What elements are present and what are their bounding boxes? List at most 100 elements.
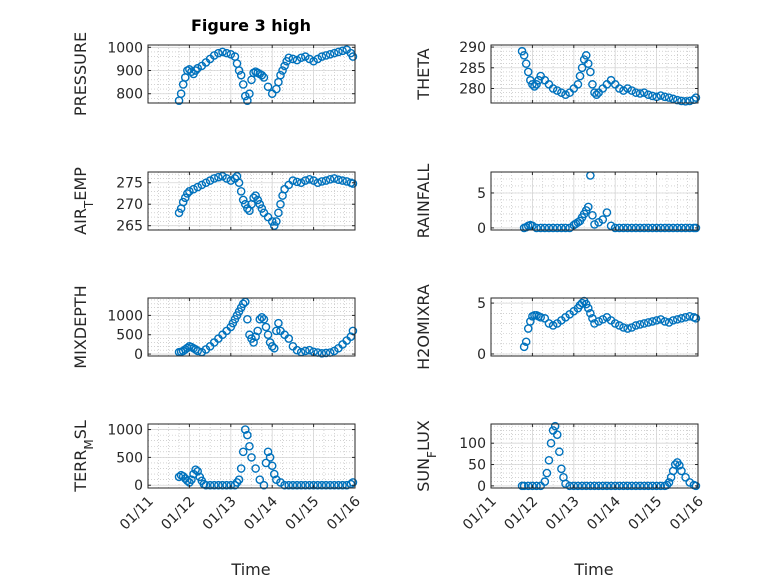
data-point: [581, 481, 591, 491]
data-point: [251, 191, 260, 200]
data-point: [615, 481, 624, 491]
data-point: [197, 180, 207, 190]
data-point: [183, 476, 192, 486]
y-axis-label: SUNFLUX: [414, 420, 439, 492]
data-point: [269, 343, 279, 353]
data-point: [615, 223, 624, 233]
data-point: [575, 71, 585, 81]
data-point: [623, 84, 632, 93]
subplot-6: 0 5 H2OMIXRA: [414, 284, 701, 370]
data-point: [253, 326, 263, 336]
data-point: [639, 481, 649, 491]
data-point: [193, 467, 202, 476]
data-point: [681, 223, 690, 233]
data-point: [284, 480, 294, 490]
data-point: [660, 92, 670, 102]
data-point: [635, 481, 645, 491]
data-point: [557, 464, 566, 474]
data-point: [267, 461, 277, 471]
data-point: [639, 319, 649, 328]
data-point: [329, 48, 339, 58]
data-point: [557, 223, 566, 233]
data-point: [594, 317, 603, 326]
data-point: [660, 317, 670, 326]
data-point: [536, 313, 545, 322]
data-point: [668, 223, 678, 233]
data-point: [664, 318, 674, 327]
series-markers: [517, 46, 701, 106]
data-point: [205, 480, 215, 490]
x-axis-label-left: Time: [230, 560, 270, 579]
data-point: [677, 314, 686, 323]
data-point: [187, 475, 196, 484]
data-point: [631, 223, 641, 233]
data-point: [550, 421, 560, 431]
axes-box: [490, 297, 699, 357]
data-point: [325, 480, 335, 490]
data-point: [245, 89, 254, 99]
data-point: [274, 208, 283, 218]
data-point: [321, 348, 331, 358]
data-point: [249, 193, 258, 203]
data-point: [521, 59, 531, 68]
data-point: [526, 317, 535, 326]
data-point: [255, 314, 265, 324]
data-point: [234, 178, 244, 188]
data-point: [526, 75, 535, 85]
data-point: [236, 187, 246, 196]
data-point: [598, 315, 608, 324]
data-point: [627, 323, 637, 332]
data-point: [668, 94, 678, 104]
data-point: [292, 480, 302, 490]
data-point: [648, 317, 657, 326]
x-tick-label: 01/12: [158, 494, 198, 534]
data-point: [677, 96, 686, 106]
data-point: [557, 88, 566, 97]
data-point: [542, 468, 552, 478]
subplot-5: 0 500 1000 MIXDEPTH: [71, 285, 358, 369]
data-point: [594, 481, 603, 491]
data-point: [673, 315, 682, 324]
y-tick-label: 100: [459, 436, 486, 452]
data-point: [296, 178, 306, 188]
data-point: [263, 330, 273, 340]
data-point: [652, 223, 661, 233]
data-point: [586, 308, 595, 318]
data-point: [222, 480, 231, 490]
data-point: [240, 425, 250, 434]
subplot-8: 0 50 100 01/11 01/12 01/13 01/14 01/15 01/16 SUNF…: [414, 420, 707, 533]
data-point: [338, 480, 347, 490]
data-point: [267, 342, 277, 351]
x-tick-label: 01/11: [460, 494, 500, 534]
y-tick-label: 285: [459, 61, 486, 77]
data-point: [238, 195, 248, 205]
data-point: [586, 481, 595, 491]
data-point: [321, 480, 331, 490]
data-point: [644, 90, 653, 100]
data-point: [540, 314, 550, 323]
data-point: [249, 338, 258, 347]
data-point: [656, 481, 666, 491]
data-point: [178, 197, 188, 207]
subplot-7: 0 500 1000 01/11 01/12 01/13 01/14 01/15 01/16 TE…: [71, 420, 364, 533]
x-tick-label: 01/14: [241, 493, 281, 533]
data-point: [588, 211, 597, 220]
data-point: [648, 481, 657, 491]
data-point: [205, 176, 215, 185]
y-tick-label: 500: [116, 450, 143, 466]
data-point: [590, 481, 599, 491]
series-markers: [517, 421, 701, 491]
data-point: [288, 480, 298, 490]
data-point: [317, 480, 327, 490]
y-tick-label: 1000: [107, 40, 143, 56]
data-point: [552, 430, 562, 439]
data-point: [301, 346, 310, 356]
data-point: [677, 223, 686, 233]
axes-box: [490, 171, 699, 231]
data-point: [685, 223, 695, 233]
data-point: [305, 345, 314, 355]
data-point: [592, 90, 601, 100]
x-tick-label: 01/11: [117, 494, 157, 534]
data-point: [317, 177, 327, 186]
data-point: [548, 321, 558, 330]
